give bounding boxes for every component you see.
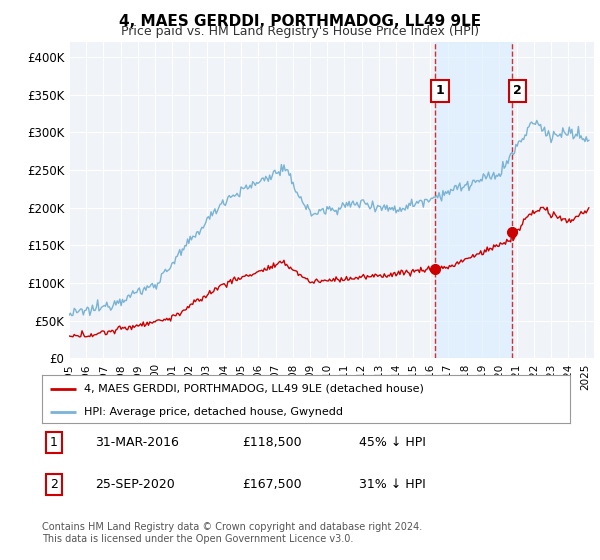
Text: 2: 2 — [513, 85, 522, 97]
Text: 1: 1 — [436, 85, 445, 97]
Text: 31% ↓ HPI: 31% ↓ HPI — [359, 478, 425, 491]
Text: 45% ↓ HPI: 45% ↓ HPI — [359, 436, 425, 449]
Text: HPI: Average price, detached house, Gwynedd: HPI: Average price, detached house, Gwyn… — [84, 407, 343, 417]
Text: 1: 1 — [50, 436, 58, 449]
Text: 31-MAR-2016: 31-MAR-2016 — [95, 436, 179, 449]
Text: 25-SEP-2020: 25-SEP-2020 — [95, 478, 175, 491]
Text: 4, MAES GERDDI, PORTHMADOG, LL49 9LE (detached house): 4, MAES GERDDI, PORTHMADOG, LL49 9LE (de… — [84, 384, 424, 394]
Text: Price paid vs. HM Land Registry's House Price Index (HPI): Price paid vs. HM Land Registry's House … — [121, 25, 479, 38]
Text: 2: 2 — [50, 478, 58, 491]
Text: £167,500: £167,500 — [242, 478, 302, 491]
Text: 4, MAES GERDDI, PORTHMADOG, LL49 9LE: 4, MAES GERDDI, PORTHMADOG, LL49 9LE — [119, 14, 481, 29]
Text: Contains HM Land Registry data © Crown copyright and database right 2024.
This d: Contains HM Land Registry data © Crown c… — [42, 522, 422, 544]
Text: £118,500: £118,500 — [242, 436, 302, 449]
Bar — [435, 42, 512, 358]
